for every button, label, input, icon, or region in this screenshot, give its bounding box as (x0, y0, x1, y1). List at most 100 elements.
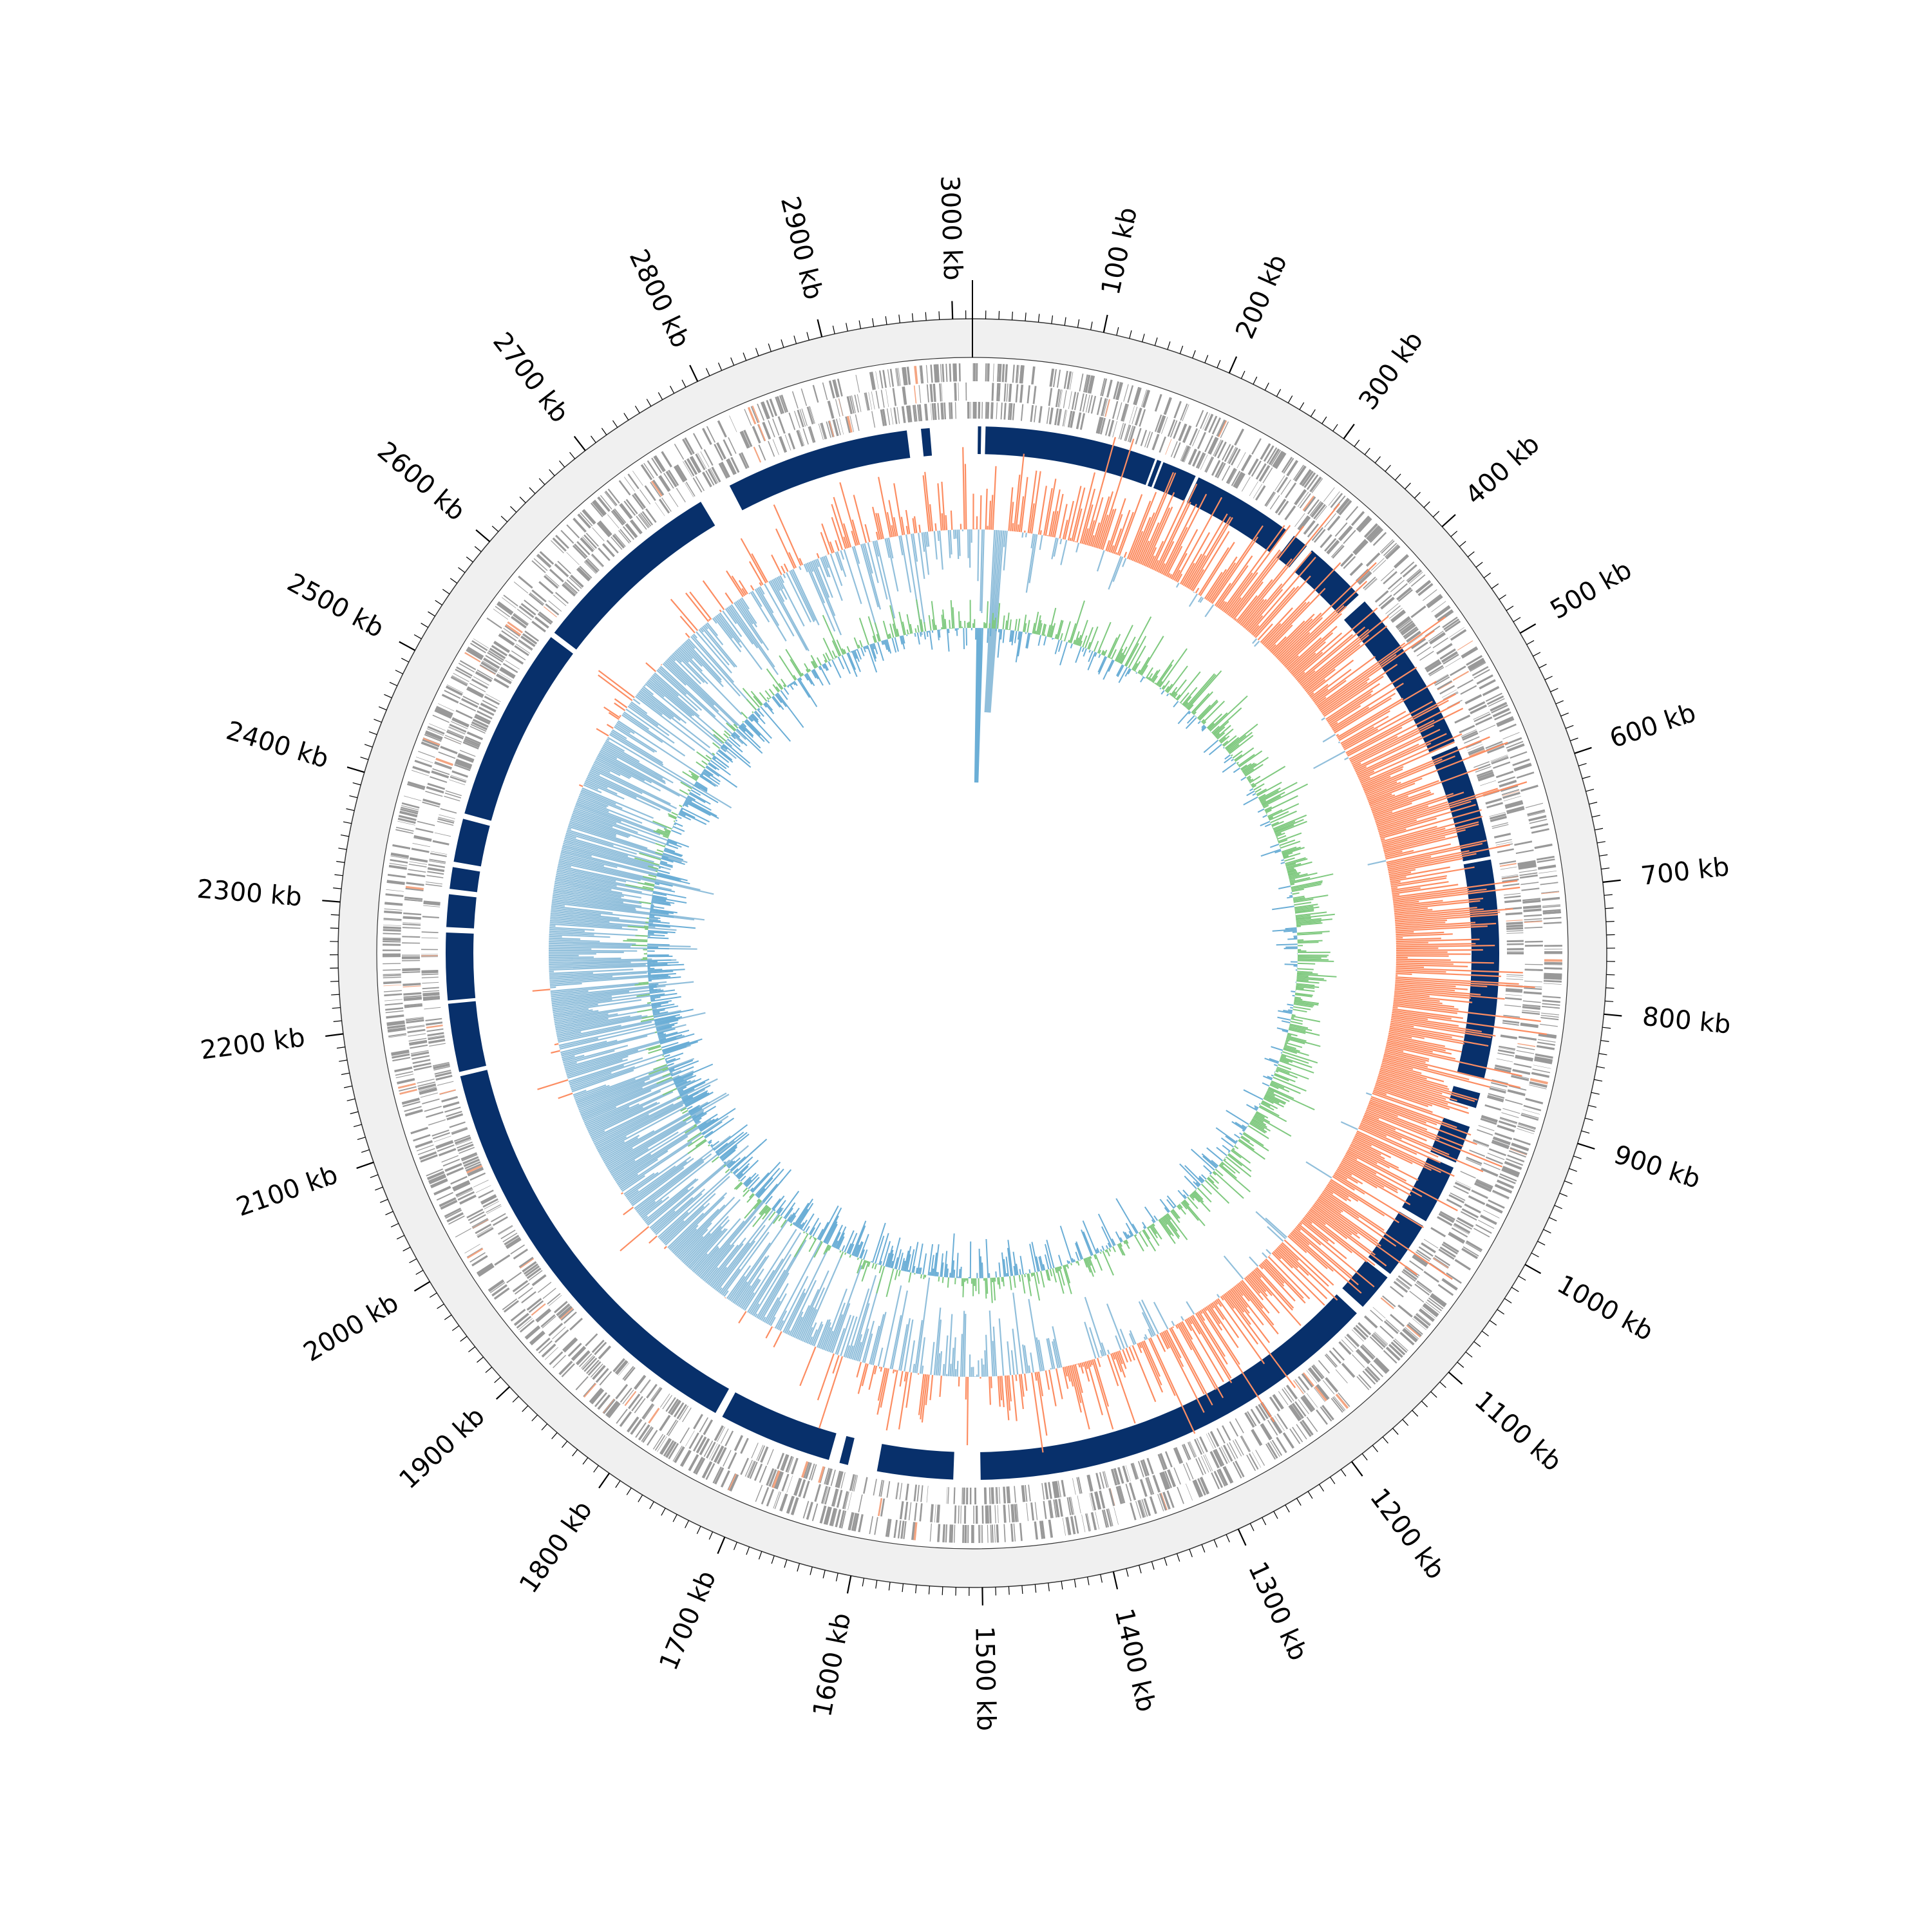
feature-mark (1352, 1354, 1365, 1368)
aligned-block (460, 1070, 729, 1414)
feature-mark (1503, 1014, 1520, 1018)
feature-mark (638, 1424, 650, 1441)
feature-mark (1234, 472, 1243, 488)
feature-mark (1489, 813, 1506, 820)
minor-tick (1340, 1469, 1347, 1477)
feature-mark (776, 395, 784, 414)
feature-mark (1343, 530, 1356, 544)
feature-mark (1048, 407, 1054, 425)
feature-mark (402, 922, 421, 924)
feature-mark (1501, 1168, 1519, 1177)
feature-mark (1480, 780, 1497, 786)
feature-mark (480, 703, 497, 713)
feature-mark (1298, 1399, 1309, 1414)
feature-mark (914, 404, 918, 422)
feature-mark (1532, 1068, 1551, 1074)
feature-mark (1506, 940, 1524, 943)
feature-mark (451, 770, 468, 778)
feature-mark (383, 981, 402, 985)
feature-mark (444, 795, 460, 802)
minor-tick (1394, 473, 1401, 480)
feature-mark (1457, 1217, 1473, 1228)
feature-mark (1079, 393, 1084, 412)
feature-mark (1507, 952, 1524, 954)
feature-mark (1068, 391, 1072, 410)
tick-label: 3000 kb (934, 175, 967, 281)
minor-tick (364, 744, 373, 748)
feature-mark (438, 817, 455, 822)
feature-mark (598, 1345, 611, 1359)
feature-mark (415, 1140, 433, 1149)
feature-mark (422, 1098, 440, 1104)
feature-mark (549, 569, 564, 583)
feature-mark (634, 1374, 646, 1390)
feature-mark (1519, 869, 1537, 873)
feature-mark (769, 398, 778, 417)
minor-tick (797, 1563, 800, 1572)
feature-mark (537, 612, 552, 625)
minor-tick (1285, 1504, 1290, 1513)
feature-mark (728, 437, 737, 454)
feature-mark (436, 1191, 453, 1201)
feature-mark (657, 1436, 667, 1452)
feature-mark (1460, 685, 1477, 694)
tick-label: 1900 kb (393, 1401, 490, 1495)
feature-mark (1121, 403, 1128, 422)
feature-mark (502, 1298, 518, 1311)
feature-mark (582, 509, 596, 524)
feature-mark (1465, 1242, 1482, 1253)
feature-mark (1007, 402, 1010, 420)
feature-mark (642, 1426, 653, 1443)
feature-mark (846, 396, 853, 415)
feature-mark (1491, 705, 1508, 714)
feature-mark (422, 990, 440, 992)
feature-mark (413, 1065, 432, 1071)
feature-mark (1186, 1462, 1194, 1480)
feature-mark (939, 383, 942, 402)
feature-mark (1101, 378, 1108, 397)
feature-mark (1068, 1497, 1074, 1515)
feature-mark (625, 523, 638, 538)
feature-mark (1413, 641, 1428, 653)
feature-mark (535, 1308, 551, 1321)
feature-mark (435, 1140, 453, 1147)
feature-mark (1541, 891, 1560, 895)
feature-mark (1481, 1115, 1498, 1123)
minor-tick (1584, 1117, 1593, 1121)
feature-mark (705, 470, 715, 486)
feature-mark (1140, 1499, 1146, 1517)
minor-tick (1213, 1539, 1218, 1548)
feature-mark (434, 761, 452, 769)
feature-mark (967, 1487, 969, 1504)
feature-mark (538, 581, 554, 594)
feature-mark (964, 1524, 967, 1543)
feature-mark (444, 735, 462, 743)
feature-mark (1399, 622, 1415, 634)
feature-mark (933, 383, 936, 402)
feature-mark (576, 541, 591, 556)
feature-mark (1128, 425, 1133, 442)
feature-mark (462, 741, 479, 750)
feature-mark (651, 457, 663, 474)
feature-mark (404, 1003, 422, 1007)
feature-mark (1466, 744, 1483, 751)
feature-mark (1099, 1472, 1105, 1489)
feature-mark (423, 902, 440, 906)
feature-mark (1260, 1403, 1271, 1418)
feature-mark (1320, 534, 1332, 549)
feature-mark (471, 678, 488, 688)
feature-mark (1385, 603, 1399, 614)
feature-mark (421, 954, 438, 955)
minor-tick (1526, 640, 1535, 645)
feature-mark (477, 669, 493, 679)
feature-mark (715, 1446, 724, 1463)
feature-mark (1433, 674, 1448, 683)
feature-mark (1531, 1072, 1550, 1078)
feature-mark (383, 990, 402, 992)
feature-mark (1502, 878, 1519, 883)
feature-mark (1439, 1211, 1455, 1221)
feature-mark (445, 1209, 462, 1219)
feature-mark (995, 1487, 997, 1504)
feature-mark (1524, 920, 1542, 922)
feature-mark (696, 1436, 707, 1454)
